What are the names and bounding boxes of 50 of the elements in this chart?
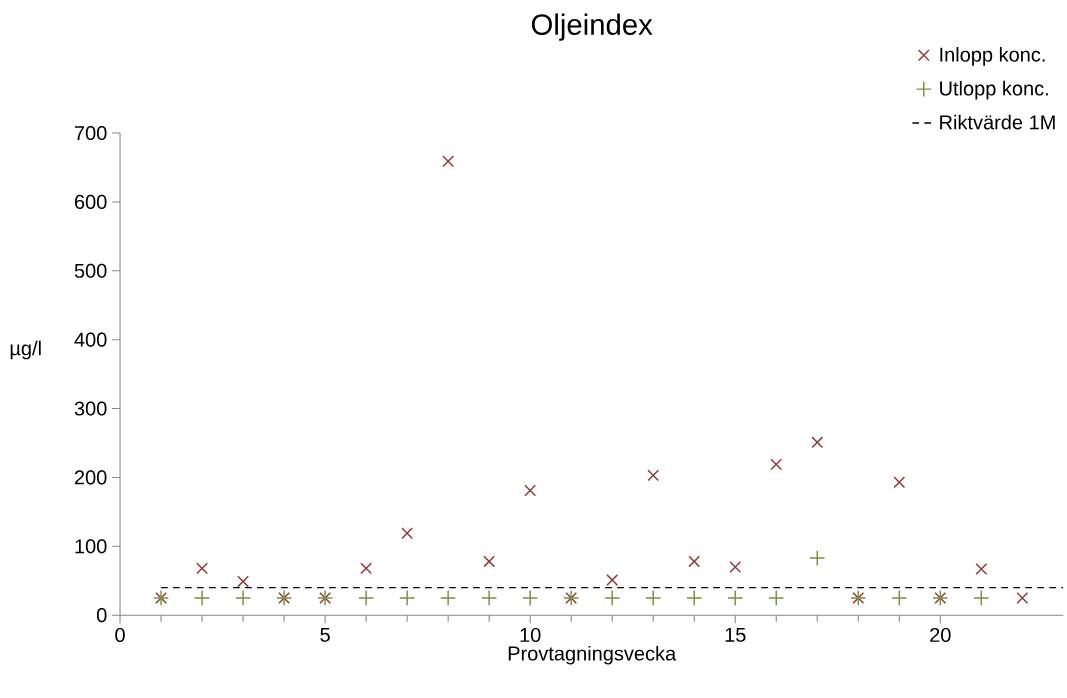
point	[440, 589, 457, 606]
point	[196, 562, 208, 575]
y-tick-label: 100	[75, 539, 107, 554]
point	[1016, 591, 1029, 604]
point	[194, 589, 211, 606]
point	[522, 589, 539, 606]
point	[729, 560, 742, 573]
x-tick-label: 20	[930, 627, 951, 642]
legend-label: Inlopp konc.	[940, 46, 1045, 66]
legend-label: Riktvärde 1M	[940, 114, 1055, 130]
point	[442, 155, 455, 168]
x-tick-label: 15	[725, 627, 746, 642]
y-tick-label: 400	[74, 332, 107, 347]
x-tick-label: 5	[320, 627, 330, 642]
x-tick-label: 0	[115, 627, 125, 642]
point	[973, 589, 990, 606]
point	[893, 476, 906, 489]
point	[604, 589, 621, 606]
y-tick-label: 200	[74, 470, 107, 485]
y-tick-label: 600	[74, 194, 107, 209]
point	[688, 555, 701, 568]
point	[401, 527, 414, 540]
point	[975, 563, 988, 575]
point	[524, 484, 537, 497]
point	[727, 589, 744, 606]
point	[483, 555, 496, 568]
y-tick-label: 300	[74, 401, 107, 416]
point	[481, 589, 498, 606]
point	[237, 575, 250, 588]
point	[360, 562, 373, 575]
point	[811, 436, 824, 449]
point	[645, 589, 662, 606]
x-tick-label: 10	[520, 627, 541, 642]
chart-title: Oljeindex	[531, 13, 653, 41]
y-tick-label: 700	[74, 125, 107, 141]
x-axis-title: Provtagningsvecka	[508, 645, 677, 665]
y-tick-label: 0	[96, 608, 107, 623]
point	[768, 589, 785, 606]
point	[399, 589, 416, 606]
point	[686, 589, 703, 606]
point	[647, 469, 660, 482]
point	[358, 589, 375, 606]
legend-label: Utlopp konc.	[940, 80, 1048, 100]
point	[770, 458, 783, 471]
point	[891, 589, 908, 606]
y-axis-title: µg/l	[10, 340, 41, 360]
y-tick-label: 500	[74, 263, 107, 278]
point	[606, 574, 619, 586]
point	[809, 549, 826, 566]
point	[235, 589, 252, 606]
